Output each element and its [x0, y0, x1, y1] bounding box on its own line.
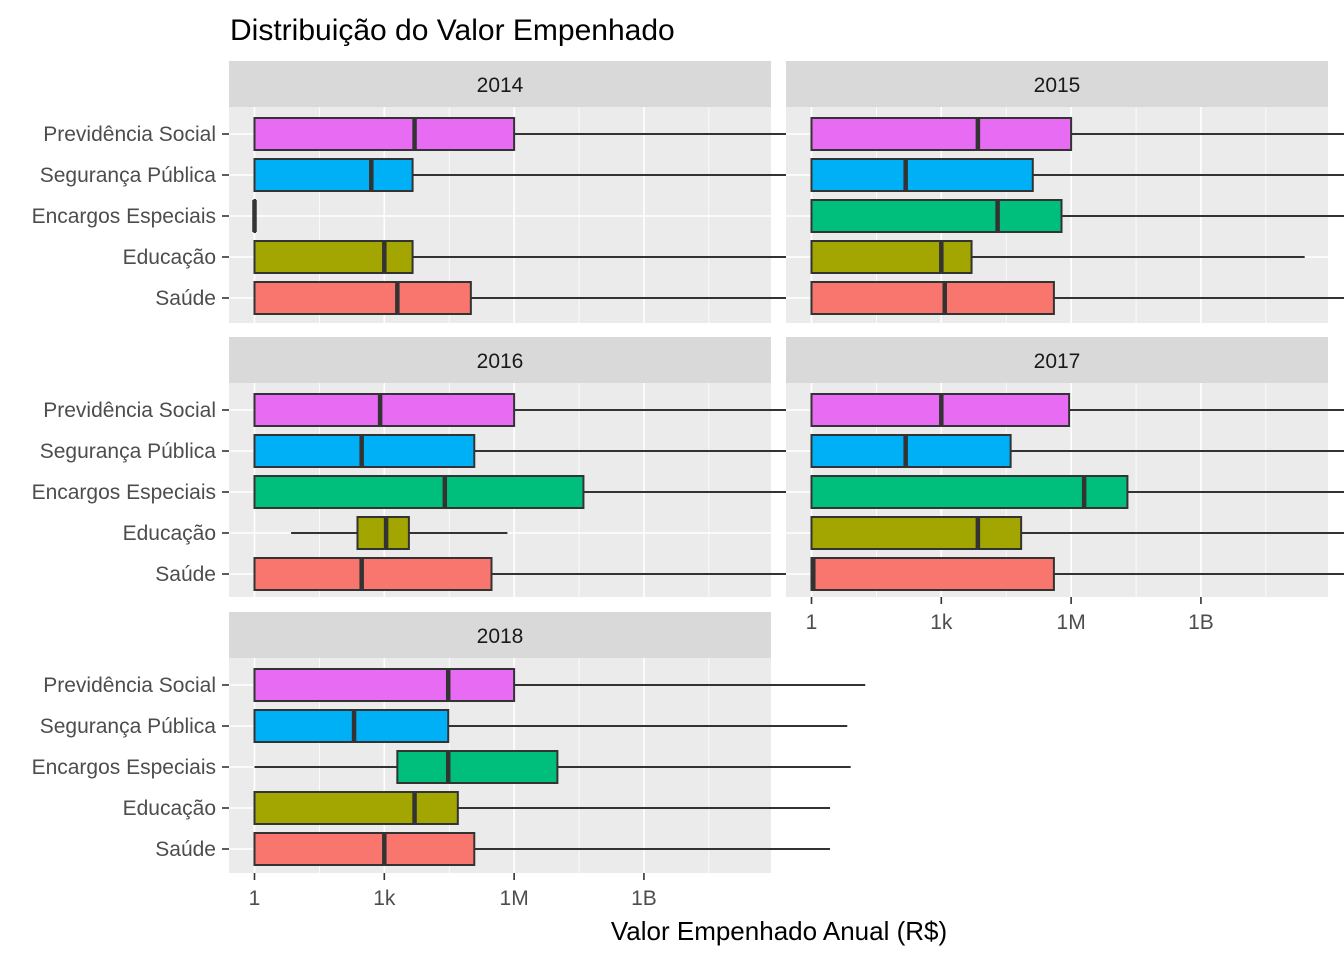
box-iqr	[810, 281, 1055, 315]
y-tick-label: Saúde	[155, 563, 216, 586]
facet-strip-label: 2015	[1034, 74, 1081, 97]
box-iqr	[810, 199, 1063, 233]
box-iqr	[253, 158, 414, 192]
boxplot-saude	[253, 281, 811, 315]
box-iqr	[253, 475, 585, 509]
box-iqr	[810, 516, 1023, 550]
x-tick-label: 1B	[631, 887, 657, 910]
boxplot-encargos-especiais	[810, 199, 1344, 233]
box-iqr	[253, 791, 459, 825]
boxplot-saude	[810, 281, 1344, 315]
y-tick-label: Educação	[123, 522, 216, 545]
box-iqr	[253, 434, 476, 468]
facet-panel-2018: 2018 Previdência Social Segurança Pública E…	[32, 612, 866, 910]
boxplot-previdencia-social	[810, 393, 1344, 427]
boxplot-encargos-especiais	[810, 475, 1344, 509]
facet-strip	[786, 337, 1328, 383]
y-tick-label: Saúde	[155, 838, 216, 861]
box-iqr	[810, 557, 1055, 591]
boxplot-previdencia-social	[253, 117, 857, 151]
y-tick-label: Encargos Especiais	[32, 205, 216, 228]
y-tick-label: Segurança Pública	[40, 715, 217, 738]
box-iqr	[253, 393, 516, 427]
box-iqr	[253, 117, 516, 151]
boxplot-saude	[253, 832, 831, 866]
facet-strip	[229, 61, 771, 107]
y-tick-label: Previdência Social	[43, 399, 216, 422]
box-iqr	[810, 240, 973, 274]
boxplot-seguranca-publica	[810, 158, 1344, 192]
box-iqr	[253, 281, 472, 315]
boxplot-seguranca-publica	[253, 434, 800, 468]
facet-panel-2017: 2017 1 1k 1M 1B	[786, 337, 1344, 634]
box-iqr	[253, 832, 476, 866]
facet-strip	[229, 612, 771, 658]
facet-strip-label: 2014	[477, 74, 524, 97]
boxplot-encargos-especiais	[253, 475, 851, 509]
facet-strip	[786, 61, 1328, 107]
boxplot-saude	[810, 557, 1344, 591]
x-tick-label: 1k	[373, 887, 396, 910]
y-tick-label: Encargos Especiais	[32, 481, 216, 504]
box-iqr	[810, 475, 1129, 509]
chart-title: Distribuição do Valor Empenhado	[230, 14, 675, 47]
facet-panels: 2014 Previdência Social Segurança Pública E…	[32, 61, 1344, 910]
y-tick-label: Previdência Social	[43, 123, 216, 146]
x-axis-title: Valor Empenhado Anual (R$)	[611, 916, 947, 946]
boxplot-encargos-especiais	[254, 750, 851, 784]
facet-panel-2014: 2014 Previdência Social Segurança Pública E…	[32, 61, 857, 323]
boxplot-encargos-especiais	[252, 199, 257, 233]
x-tick-label: 1k	[930, 611, 953, 634]
facet-strip-label: 2018	[477, 625, 524, 648]
x-tick-label: 1B	[1188, 611, 1214, 634]
box-iqr	[396, 750, 559, 784]
x-tick-label: 1M	[500, 887, 529, 910]
box-iqr	[253, 668, 516, 702]
facet-panel-2016: 2016 Previdência Social Segurança Pública E…	[32, 337, 861, 597]
box-iqr	[356, 516, 410, 550]
y-tick-label: Saúde	[155, 287, 216, 310]
box-iqr	[253, 709, 450, 743]
boxplot-saude	[253, 557, 808, 591]
boxplot-educacao	[810, 240, 1305, 274]
boxplot-previdencia-social	[253, 393, 861, 427]
boxplot-educacao	[253, 791, 831, 825]
boxplot-educacao	[291, 516, 508, 550]
boxplot-seguranca-publica	[810, 434, 1344, 468]
y-tick-label: Segurança Pública	[40, 440, 217, 463]
y-tick-label: Educação	[123, 246, 216, 269]
facet-panel-2015: 2015	[786, 61, 1344, 323]
y-tick-label: Previdência Social	[43, 674, 216, 697]
x-tick-label: 1M	[1057, 611, 1086, 634]
box-iqr	[810, 117, 1073, 151]
y-tick-label: Encargos Especiais	[32, 756, 216, 779]
box-iqr	[253, 557, 493, 591]
boxplot-previdencia-social	[810, 117, 1344, 151]
x-tick-label: 1	[249, 887, 261, 910]
boxplot-seguranca-publica	[253, 158, 790, 192]
box-iqr	[253, 240, 414, 274]
facet-strip-label: 2016	[477, 350, 524, 373]
box-iqr	[810, 158, 1034, 192]
boxplot-educacao	[253, 240, 787, 274]
y-tick-label: Segurança Pública	[40, 164, 217, 187]
facet-strip	[229, 337, 771, 383]
boxplot-educacao	[810, 516, 1344, 550]
box-iqr	[810, 434, 1012, 468]
x-tick-label: 1	[806, 611, 818, 634]
boxplot-previdencia-social	[253, 668, 866, 702]
facet-strip-label: 2017	[1034, 350, 1081, 373]
y-tick-label: Educação	[123, 797, 216, 820]
boxplot-seguranca-publica	[253, 709, 848, 743]
